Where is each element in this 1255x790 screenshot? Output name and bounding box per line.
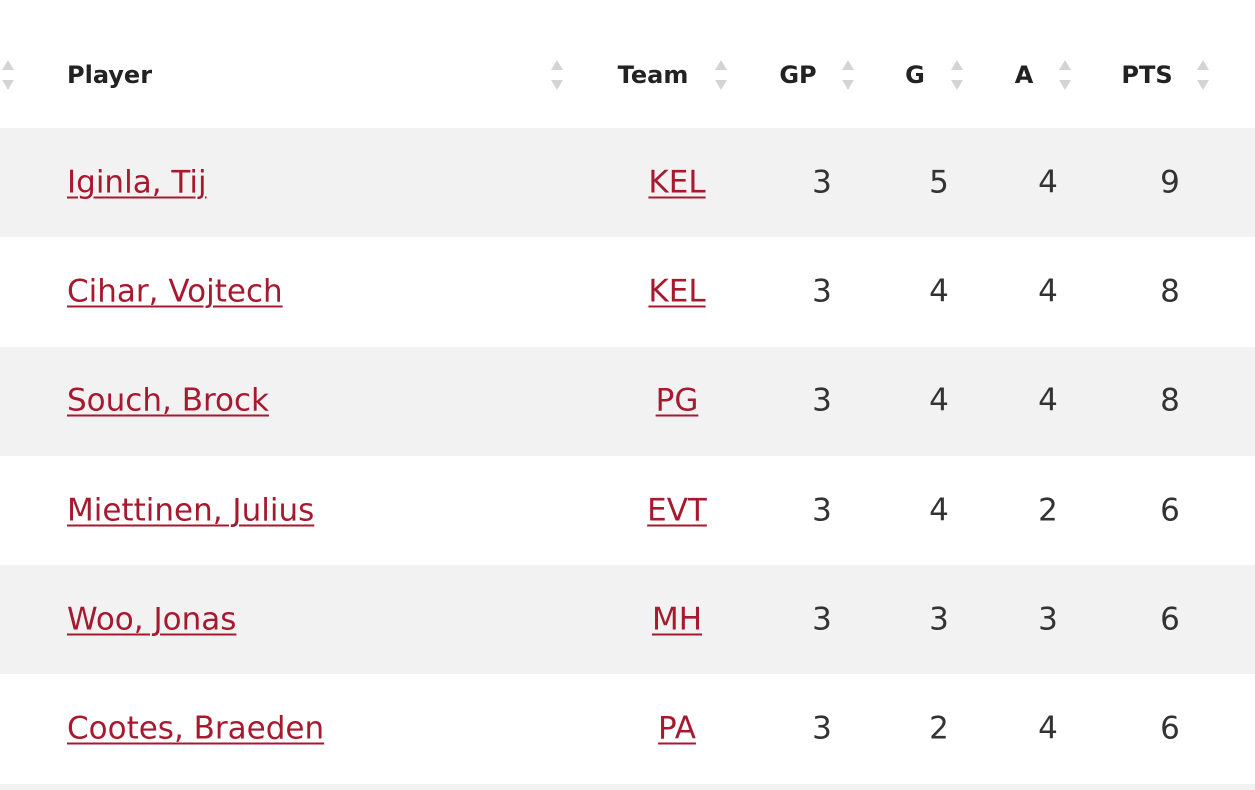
stat-cell: 6 bbox=[1160, 601, 1180, 638]
sort-icon[interactable] bbox=[550, 58, 564, 92]
column-header: A bbox=[1014, 61, 1034, 89]
table-row bbox=[0, 128, 1255, 238]
team-link[interactable]: PA bbox=[658, 710, 696, 747]
stat-cell: 3 bbox=[812, 273, 832, 310]
player-link[interactable]: Woo, Jonas bbox=[67, 601, 237, 638]
stat-cell: 9 bbox=[1160, 164, 1180, 201]
stat-cell: 4 bbox=[929, 273, 949, 310]
stat-cell: 8 bbox=[1160, 382, 1180, 419]
player-link[interactable]: Souch, Brock bbox=[67, 382, 269, 419]
stat-cell: 3 bbox=[812, 601, 832, 638]
player-link[interactable]: Miettinen, Julius bbox=[67, 492, 315, 529]
stat-cell: 5 bbox=[929, 164, 949, 201]
team-link[interactable]: KEL bbox=[648, 273, 706, 310]
sort-icon[interactable] bbox=[841, 58, 855, 92]
stat-cell: 4 bbox=[1038, 164, 1058, 201]
stat-cell: 6 bbox=[1160, 492, 1180, 529]
next-row-edge bbox=[0, 784, 1255, 790]
column-header: Team bbox=[617, 61, 689, 89]
player-link[interactable]: Cihar, Vojtech bbox=[67, 273, 283, 310]
stat-cell: 4 bbox=[929, 382, 949, 419]
sort-icon[interactable] bbox=[714, 58, 728, 92]
player-link[interactable]: Iginla, Tij bbox=[67, 164, 207, 201]
stat-cell: 4 bbox=[1038, 382, 1058, 419]
sort-icon[interactable] bbox=[950, 58, 964, 92]
stat-cell: 3 bbox=[812, 382, 832, 419]
table-row bbox=[0, 565, 1255, 675]
column-header: PTS bbox=[1121, 61, 1173, 89]
stat-cell: 4 bbox=[1038, 273, 1058, 310]
team-link[interactable]: PG bbox=[655, 382, 699, 419]
stat-cell: 3 bbox=[929, 601, 949, 638]
stat-cell: 6 bbox=[1160, 710, 1180, 747]
stat-cell: 3 bbox=[1038, 601, 1058, 638]
stat-cell: 4 bbox=[1038, 710, 1058, 747]
team-link[interactable]: EVT bbox=[647, 492, 707, 529]
column-header: Player bbox=[67, 61, 153, 89]
stat-cell: 8 bbox=[1160, 273, 1180, 310]
sort-icon[interactable] bbox=[1, 58, 15, 92]
table-row bbox=[0, 346, 1255, 456]
sort-icon[interactable] bbox=[1196, 58, 1210, 92]
stat-cell: 3 bbox=[812, 164, 832, 201]
player-link[interactable]: Cootes, Braeden bbox=[67, 710, 325, 747]
stat-cell: 2 bbox=[929, 710, 949, 747]
stat-cell: 3 bbox=[812, 710, 832, 747]
team-link[interactable]: MH bbox=[651, 601, 703, 638]
column-header: GP bbox=[779, 61, 817, 89]
team-link[interactable]: KEL bbox=[648, 164, 706, 201]
stat-cell: 3 bbox=[812, 492, 832, 529]
stat-cell: 2 bbox=[1038, 492, 1058, 529]
column-header: G bbox=[905, 61, 925, 89]
sort-icon[interactable] bbox=[1058, 58, 1072, 92]
stat-cell: 4 bbox=[929, 492, 949, 529]
